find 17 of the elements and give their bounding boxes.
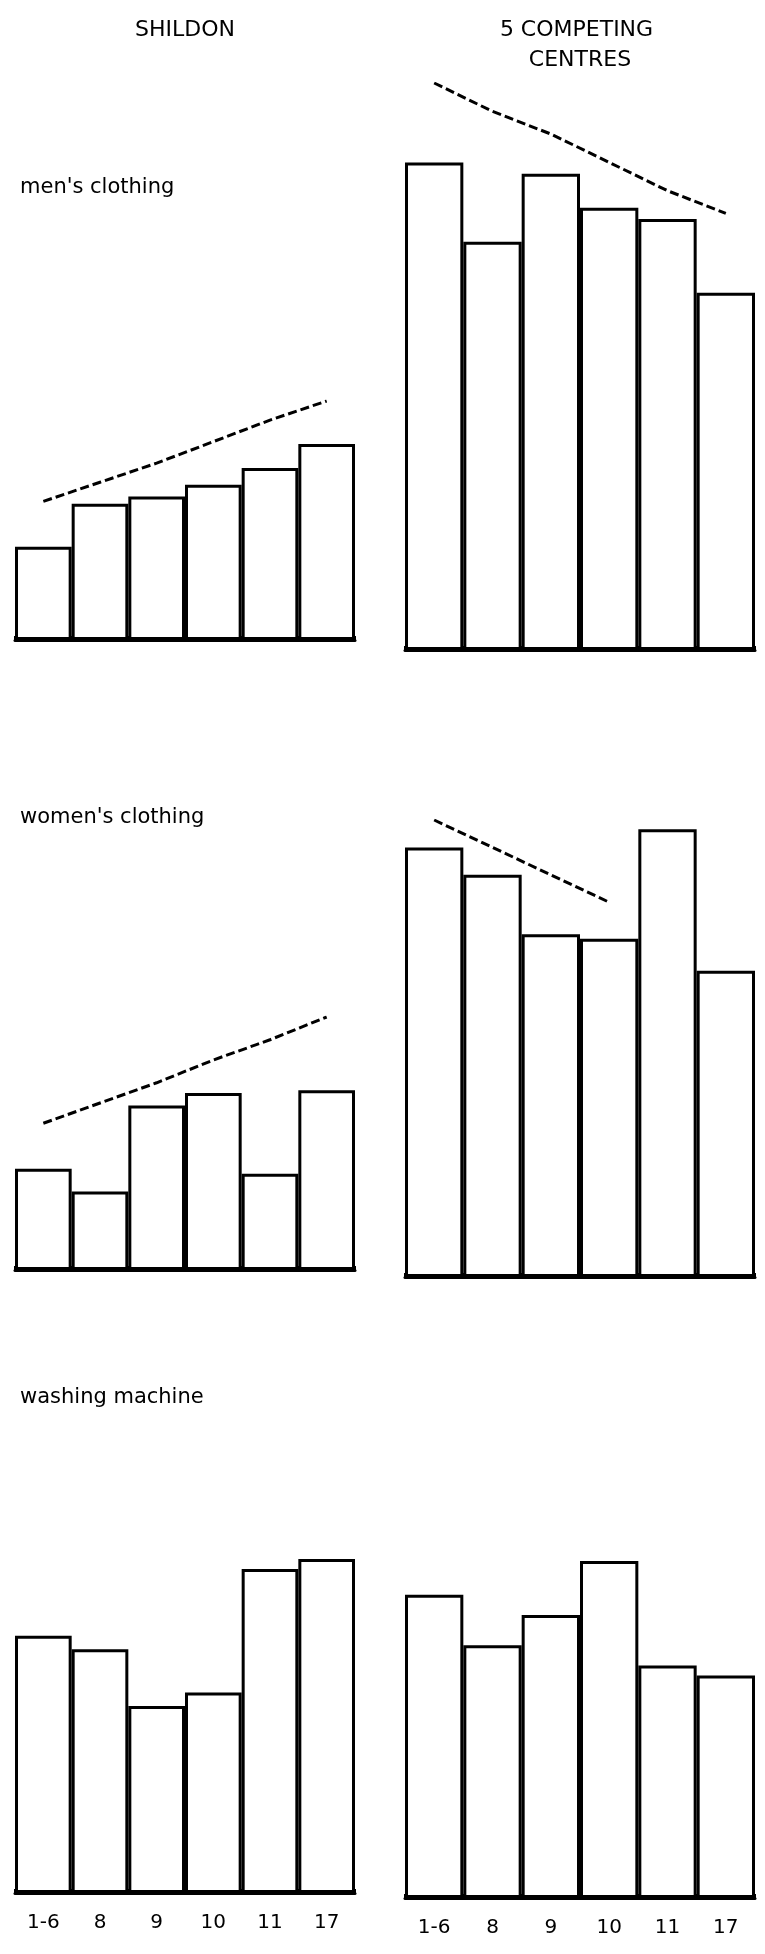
chart-subtitle: washing machine	[20, 1383, 204, 1408]
x-tick-label: 8	[93, 1909, 107, 1933]
x-tick-label: 1-6	[27, 1909, 60, 1933]
chart-subtitle: men's clothing	[20, 173, 175, 198]
x-tick-label: 9	[544, 1914, 558, 1938]
x-tick-label: 10	[200, 1909, 227, 1933]
chart-title: 5 COMPETING CENTRES	[499, 15, 661, 71]
x-tick-label: 9	[150, 1909, 164, 1933]
x-tick-label: 1-6	[417, 1914, 451, 1938]
x-tick-label: 10	[596, 1914, 622, 1938]
x-tick-label: 17	[713, 1914, 739, 1938]
chart-subtitle: women's clothing	[20, 803, 205, 828]
x-tick-label: 17	[313, 1909, 340, 1933]
x-tick-label: 11	[654, 1914, 681, 1938]
chart-title: SHILDON	[135, 15, 235, 41]
x-tick-label: 8	[486, 1914, 499, 1938]
x-tick-label: 11	[257, 1909, 283, 1933]
